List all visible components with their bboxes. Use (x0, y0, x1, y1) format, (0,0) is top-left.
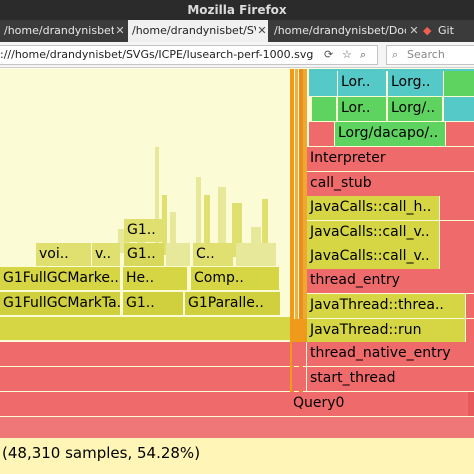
frame-column[interactable] (303, 69, 307, 319)
flame-frame[interactable]: Lorg/.. (388, 97, 442, 121)
flame-frame[interactable]: Lor.. (338, 97, 386, 121)
navigation-bar: :///home/drandynisbet/SVGs/ICPE/lusearch… (0, 42, 474, 68)
tab-git[interactable]: Git (438, 24, 454, 37)
flame-frame[interactable]: G1FullGCMarkTa.. (0, 292, 120, 315)
frame-column[interactable] (0, 367, 290, 391)
flame-frame[interactable]: JavaCalls::call_v.. (307, 221, 439, 245)
status-bar: (48,310 samples, 54.28%) (0, 438, 474, 474)
close-tab-icon[interactable]: ✕ (409, 24, 419, 37)
flame-frame[interactable]: C.. (193, 243, 233, 266)
tab-svgs-active[interactable]: /home/drandynisbet/SVGs/l (128, 20, 268, 42)
frame-column[interactable] (444, 97, 474, 121)
frame-column[interactable] (292, 319, 308, 342)
frame-column[interactable] (155, 147, 159, 257)
flame-frame[interactable]: JavaCalls::call_v.. (307, 245, 439, 269)
search-icon: ⌕ (392, 48, 399, 61)
flamegraph-viewport[interactable]: G1.. G1.. C.. voi.. v.. G1FullGCMarke.. … (0, 69, 474, 438)
frame-column[interactable] (309, 71, 337, 96)
flame-frame[interactable]: Lorg/dacapo/.. (335, 122, 445, 146)
frame-column[interactable] (162, 195, 167, 255)
frame-column[interactable] (440, 245, 474, 269)
tab-docum-2[interactable]: /home/drandynisbet/Docum (274, 24, 406, 37)
frame-column[interactable] (292, 367, 306, 391)
frame-column[interactable] (468, 392, 474, 416)
flame-frame[interactable]: v.. (92, 243, 120, 266)
frame-column[interactable] (466, 294, 474, 318)
flame-frame[interactable]: G1.. (123, 292, 183, 315)
bookmark-star-icon[interactable]: ☆ (342, 48, 352, 61)
frame-column[interactable] (290, 69, 294, 392)
frame-column[interactable] (312, 97, 336, 121)
flame-frame[interactable]: thread_entry (307, 269, 474, 293)
url-bar[interactable]: :///home/drandynisbet/SVGs/ICPE/lusearch… (0, 45, 378, 65)
frame-column[interactable] (166, 243, 190, 266)
flame-frame[interactable]: Comp.. (191, 267, 279, 290)
frame-column[interactable] (292, 342, 306, 366)
frame-column[interactable] (295, 69, 298, 319)
flame-frame[interactable]: JavaCalls::call_h.. (307, 196, 439, 220)
flame-frame[interactable]: Query0 (290, 392, 468, 416)
flame-frame[interactable]: thread_native_entry (307, 342, 474, 366)
frame-column[interactable] (299, 69, 303, 392)
frame-column[interactable] (232, 203, 242, 257)
flame-frame[interactable]: Lor.. (338, 71, 386, 96)
frame-column[interactable] (444, 71, 474, 96)
github-icon: ◆ (423, 24, 432, 37)
frame-column[interactable] (170, 212, 176, 256)
frame-column[interactable] (196, 177, 201, 257)
frame-column[interactable] (0, 342, 290, 366)
search-placeholder: Search (407, 48, 445, 61)
frame-column[interactable] (446, 122, 474, 146)
flame-frame[interactable]: G1FullGCMarke.. (0, 267, 120, 290)
flame-frame[interactable]: JavaThread::run (307, 319, 465, 342)
tab-bar: /home/drandynisbet/Docum ✕ /home/drandyn… (0, 20, 474, 42)
frame-column[interactable] (309, 122, 334, 146)
url-text: :///home/drandynisbet/SVGs/ICPE/lusearch… (0, 48, 314, 61)
flame-frame-root[interactable] (0, 417, 474, 438)
flame-frame[interactable]: G1Paralle.. (185, 292, 280, 315)
frame-column[interactable] (204, 195, 210, 257)
frame-column[interactable] (440, 221, 474, 245)
frame-column[interactable] (309, 69, 474, 71)
search-icon[interactable]: ⌕ (360, 48, 367, 61)
window-title: Mozilla Firefox (0, 0, 474, 20)
reload-icon[interactable]: ⟳ (324, 48, 334, 61)
frame-column[interactable] (262, 199, 268, 257)
close-tab-icon[interactable]: ✕ (115, 24, 125, 37)
flame-frame[interactable]: G1.. (124, 243, 164, 266)
flame-frame[interactable]: Interpreter (307, 147, 474, 171)
frame-column[interactable] (466, 319, 474, 342)
tab-docum-1[interactable]: /home/drandynisbet/Docum (4, 24, 114, 37)
frame-column[interactable] (251, 227, 261, 257)
close-tab-icon[interactable]: ✕ (256, 20, 268, 42)
flame-frame[interactable]: JavaThread::threa.. (307, 294, 465, 318)
frame-column[interactable] (0, 317, 290, 340)
search-input[interactable]: ⌕ Search (386, 45, 474, 65)
frame-column[interactable] (218, 187, 226, 257)
frame-column[interactable] (440, 196, 474, 220)
flame-frame[interactable]: G1.. (124, 219, 164, 242)
flame-frame[interactable]: voi.. (36, 243, 91, 266)
frame-column[interactable] (236, 243, 276, 266)
flame-frame[interactable]: call_stub (307, 172, 474, 196)
flame-frame[interactable]: He.. (123, 267, 187, 290)
flame-frame[interactable]: start_thread (307, 367, 474, 391)
flame-frame[interactable]: Lorg.. (388, 71, 443, 96)
